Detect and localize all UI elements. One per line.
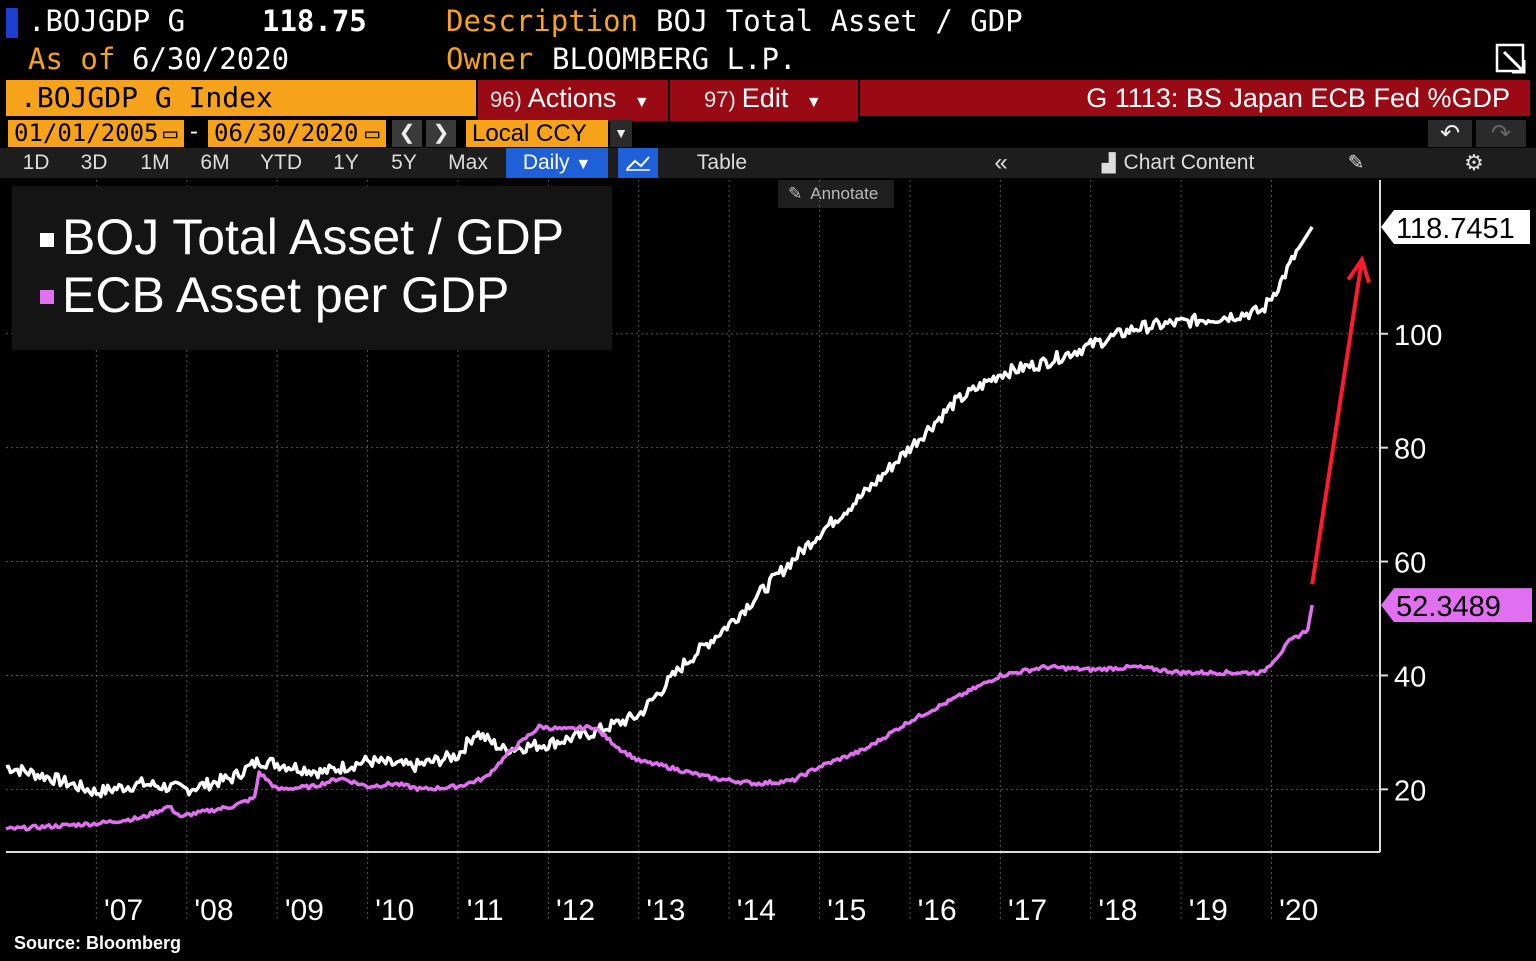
next-arrow-icon[interactable]: ❯: [426, 120, 456, 147]
line-chart-icon[interactable]: [618, 148, 658, 178]
last-value-label-boj: 118.7451: [1396, 213, 1515, 245]
x-tick-label: '08: [194, 894, 233, 927]
chart-content-label: Chart Content: [1123, 151, 1255, 174]
frequency-label: Daily: [522, 151, 570, 174]
series-line-ecb: [5, 604, 1314, 832]
legend-label-ecb: ECB Asset per GDP: [62, 267, 510, 323]
y-tick-label: 60: [1394, 548, 1426, 580]
annotation-arrow-shaft: [1310, 259, 1364, 585]
range-1d[interactable]: 1D: [22, 151, 50, 174]
last-value-tag-ecb: [1381, 588, 1532, 623]
x-tick-label: '15: [827, 894, 866, 927]
y-tick-label: 20: [1394, 775, 1426, 807]
series-line-boj: [5, 226, 1314, 799]
last-value-tag-boj: [1381, 209, 1530, 244]
x-tick-label: '19: [1189, 894, 1228, 927]
x-tick-label: '18: [1098, 894, 1137, 927]
x-tick-label: '14: [737, 894, 776, 927]
legend-swatch-ecb: [40, 290, 54, 304]
description-label: Description: [446, 4, 639, 38]
date-separator: -: [190, 118, 198, 145]
caret-down-icon: ▼: [805, 94, 822, 111]
source-note: Source: Bloomberg: [14, 933, 182, 953]
x-tick-label: '07: [104, 894, 143, 927]
annotate-label: Annotate: [810, 184, 879, 203]
y-tick-label: 80: [1394, 434, 1426, 466]
last-value-label-ecb: 52.3489: [1396, 591, 1501, 623]
command-bar: .BOJGDP G Index 96) Actions ▼ 97) Edit ▼ G…: [0, 80, 1536, 121]
x-tick-label: '09: [285, 894, 324, 927]
edit-chart-icon[interactable]: ✎: [1347, 152, 1365, 174]
chart-content-button[interactable]: ▟ Chart Content: [1058, 148, 1298, 178]
x-tick-label: '13: [646, 894, 685, 927]
currency-select[interactable]: Local CCY: [466, 120, 608, 147]
prev-arrow-icon[interactable]: ❮: [392, 120, 422, 147]
range-5y[interactable]: 5Y: [391, 151, 417, 174]
description-value: BOJ Total Asset / GDP: [656, 4, 1023, 38]
gear-icon[interactable]: ⚙: [1464, 150, 1484, 175]
range-3d[interactable]: 3D: [80, 151, 108, 174]
x-tick-label: '16: [918, 894, 957, 927]
caret-down-icon: ▼: [575, 156, 592, 173]
range-max[interactable]: Max: [448, 151, 488, 174]
legend: BOJ Total Asset / GDP ECB Asset per GDP: [12, 186, 612, 350]
x-tick-label: '11: [467, 894, 504, 927]
edit-button[interactable]: 97) Edit ▼: [670, 80, 858, 121]
pencil-icon: ✎: [788, 184, 803, 203]
popout-icon[interactable]: [1494, 42, 1534, 82]
collapse-icon[interactable]: «: [994, 149, 1008, 176]
overlay-layer: 118.7451 52.3489: [1310, 209, 1532, 623]
ticker-symbol[interactable]: .BOJGDP G: [28, 4, 186, 38]
actions-button[interactable]: 96) Actions ▼: [478, 80, 668, 121]
currency-caret-icon[interactable]: ▼: [610, 120, 632, 147]
frequency-select[interactable]: Daily ▼: [506, 148, 608, 178]
owner-value: BLOOMBERG L.P.: [552, 42, 797, 76]
table-button[interactable]: Table: [696, 151, 748, 174]
as-of-date: 6/30/2020: [132, 42, 290, 76]
range-1y[interactable]: 1Y: [333, 151, 359, 174]
end-date-field[interactable]: 06/30/2020: [208, 120, 362, 147]
ticker-marker: [6, 8, 18, 38]
owner-label: Owner: [446, 42, 534, 76]
calendar-icon[interactable]: ▭: [160, 120, 184, 147]
x-tick-label: '12: [556, 894, 595, 927]
annotation-arrow-head: [1346, 255, 1371, 284]
caret-down-icon: ▼: [633, 94, 650, 111]
ticker-value: 118.75: [262, 4, 367, 38]
edit-label: Edit: [741, 83, 789, 113]
series-layer: [5, 226, 1314, 832]
chart-content-icon: ▟: [1101, 153, 1116, 173]
edit-number: 97): [704, 87, 736, 112]
undo-icon[interactable]: ↶: [1428, 120, 1472, 147]
axes: 20 40 60 80 100 '07 '08 '09 '10 '11 '12 '13 '14 '15 '1…: [6, 180, 1442, 927]
chart-title: G 1113: BS Japan ECB Fed %GDP: [860, 80, 1530, 116]
actions-label: Actions: [527, 83, 617, 113]
redo-icon[interactable]: ↷: [1476, 120, 1526, 147]
range-1m[interactable]: 1M: [140, 151, 170, 174]
date-range-bar: 01/01/2005 ▭ - 06/30/2020 ▭ ❮ ❯ Local CC…: [0, 118, 1536, 148]
legend-label-boj: BOJ Total Asset / GDP: [62, 209, 565, 265]
annotate-button[interactable]: ✎ Annotate: [778, 180, 894, 208]
x-tick-label: '17: [1008, 894, 1047, 927]
y-tick-label: 100: [1394, 320, 1442, 352]
x-tick-label: '10: [375, 894, 414, 927]
index-name-field[interactable]: .BOJGDP G Index: [6, 80, 476, 116]
calendar-icon[interactable]: ▭: [362, 120, 386, 147]
header: .BOJGDP G 118.75 Description BOJ Total A…: [0, 0, 1536, 80]
range-ytd[interactable]: YTD: [260, 151, 302, 174]
legend-swatch-boj: [40, 233, 54, 247]
actions-number: 96): [490, 87, 522, 112]
start-date-field[interactable]: 01/01/2005: [8, 120, 160, 147]
x-tick-label: '20: [1279, 894, 1318, 927]
range-bar: 1D 3D 1M 6M YTD 1Y 5Y Max Daily ▼ Table …: [0, 148, 1536, 178]
y-tick-label: 40: [1394, 661, 1426, 693]
as-of-label: As of: [28, 42, 116, 76]
range-6m[interactable]: 6M: [200, 151, 230, 174]
